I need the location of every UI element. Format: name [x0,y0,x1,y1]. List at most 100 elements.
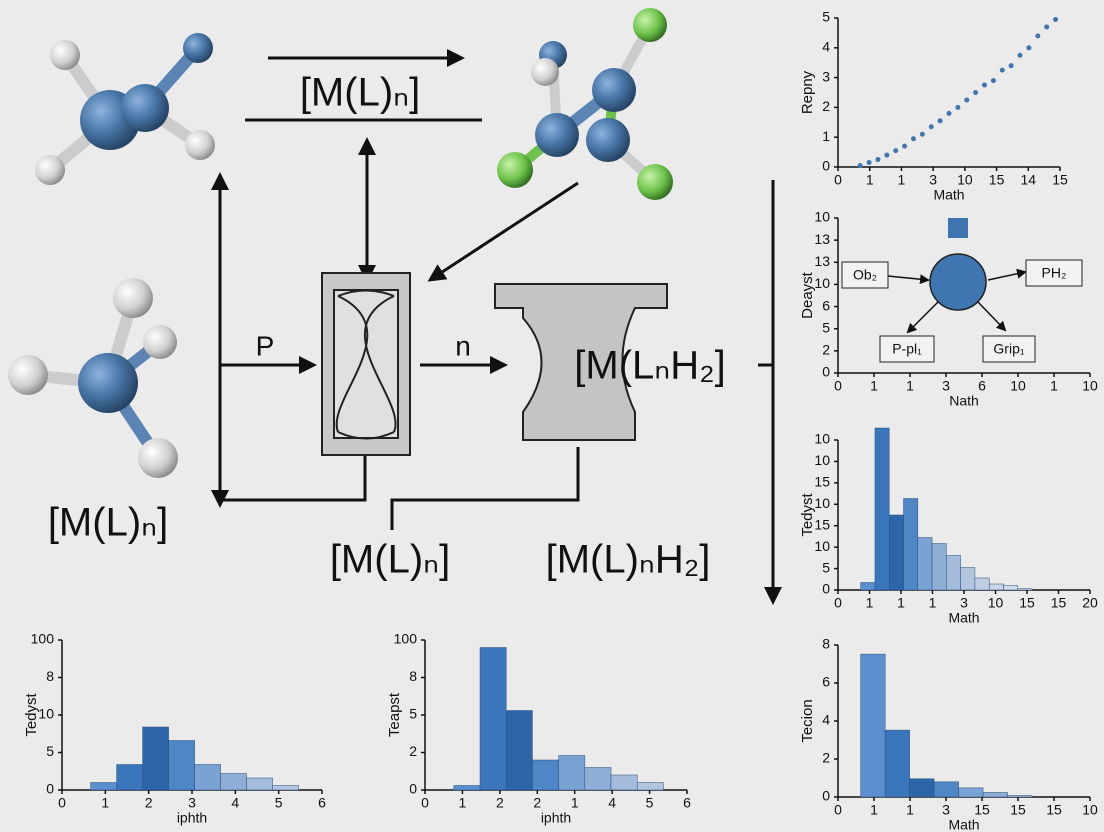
x-tick-label: 0 [834,172,842,188]
y-tick-label: 10 [814,495,830,511]
point [973,90,979,95]
y-tick-label: 5 [409,706,417,722]
y-tick-label: 2 [822,750,830,766]
x-axis-label: iphth [177,810,207,826]
x-tick-label: 3 [188,795,196,811]
y-tick-label: 5 [822,559,830,575]
y-axis-label: Teapst [386,692,403,737]
axis [837,18,1060,168]
bar [453,785,481,791]
bar [917,537,933,591]
x-tick-label: 6 [683,795,691,811]
y-tick-label: 5 [822,9,830,25]
x-tick-label: 1 [459,795,467,811]
x-tick-label: 0 [421,795,429,811]
bar [610,774,638,791]
x-tick-label: 10 [1082,378,1098,394]
x-tick-label: 5 [275,795,283,811]
x-tick-label: 1 [870,378,878,394]
y-tick-label: 15 [814,474,830,490]
y-axis-label: Tedyst [799,492,816,536]
point [990,78,996,84]
x-tick-label: 15 [989,172,1005,188]
product-shape [494,283,668,441]
bar [988,583,1004,591]
bar [505,710,533,791]
y-tick-label: 6 [822,674,830,690]
bar [246,777,273,791]
y-axis-label: Tedyst [23,692,40,736]
x-tick-label: 1 [906,802,914,818]
x-tick-label: 15 [1010,802,1026,818]
y-tick-label: 6 [822,297,830,313]
bar [933,781,959,798]
point [955,104,961,110]
point [902,143,908,149]
bar [903,498,919,591]
node-label: PH₂ [1042,265,1067,281]
y-tick-label: 4 [822,712,830,728]
point [857,163,863,169]
x-axis-label: Math [933,187,964,203]
mini-diagram: Ob₂ PH₂ P-pl₁ Grip₁ [841,218,1083,363]
y-tick-label: 10 [814,275,830,291]
y-tick-label: 10 [38,706,54,722]
x-tick-label: 5 [646,795,654,811]
bar [1017,588,1033,591]
y-tick-label: 10 [814,431,830,447]
y-tick-label: 0 [822,364,830,380]
y-tick-label: 0 [409,781,417,797]
x-tick-label: 3 [942,802,950,818]
y-tick-label: 4 [822,39,830,55]
point [946,110,952,116]
point [1008,63,1014,69]
label: [M(L)ₙ] [48,501,168,545]
point [928,124,934,130]
x-tick-label: 4 [608,795,616,811]
y-tick-label: 100 [394,631,418,647]
bar [982,792,1008,798]
x-tick-label: 1 [870,802,878,818]
node-label: Grip₁ [993,341,1024,357]
x-tick-label: 3 [942,378,950,394]
point [999,67,1005,73]
label: [M(LₙH₂] [574,344,725,388]
y-tick-label: 10 [814,209,830,225]
bar [532,759,559,791]
bar [909,778,935,798]
label: [M(L)ₙH₂] [546,538,711,582]
bar [884,729,910,798]
point [919,131,925,137]
bar [168,740,195,791]
y-tick-label: 10 [814,452,830,468]
y-tick-label: 2 [822,342,830,358]
bar [1007,795,1033,798]
point [866,160,872,166]
point [1035,33,1041,39]
point [893,148,899,154]
label: [M(L)ₙ] [330,538,450,582]
arrow-label: n [455,330,471,361]
point [1026,45,1032,51]
point [937,118,943,124]
x-tick-label: 6 [318,795,326,811]
y-tick-label: 10 [814,538,830,554]
bar [636,782,664,791]
x-tick-label: 10 [957,172,973,188]
x-tick-label: 10 [1082,802,1098,818]
bar [272,785,299,791]
x-tick-label: 15 [974,802,990,818]
x-tick-label: 15 [1052,172,1068,188]
bar [1003,585,1019,591]
y-tick-label: 5 [822,319,830,335]
x-tick-label: 1 [101,795,109,811]
x-tick-label: 15 [1019,595,1035,611]
molecule [35,33,215,185]
x-tick-label: 1 [1050,378,1058,394]
point [1053,16,1059,22]
y-tick-label: 0 [822,788,830,804]
point [875,157,881,163]
x-tick-label: 1 [897,595,905,611]
molecule [497,8,673,200]
